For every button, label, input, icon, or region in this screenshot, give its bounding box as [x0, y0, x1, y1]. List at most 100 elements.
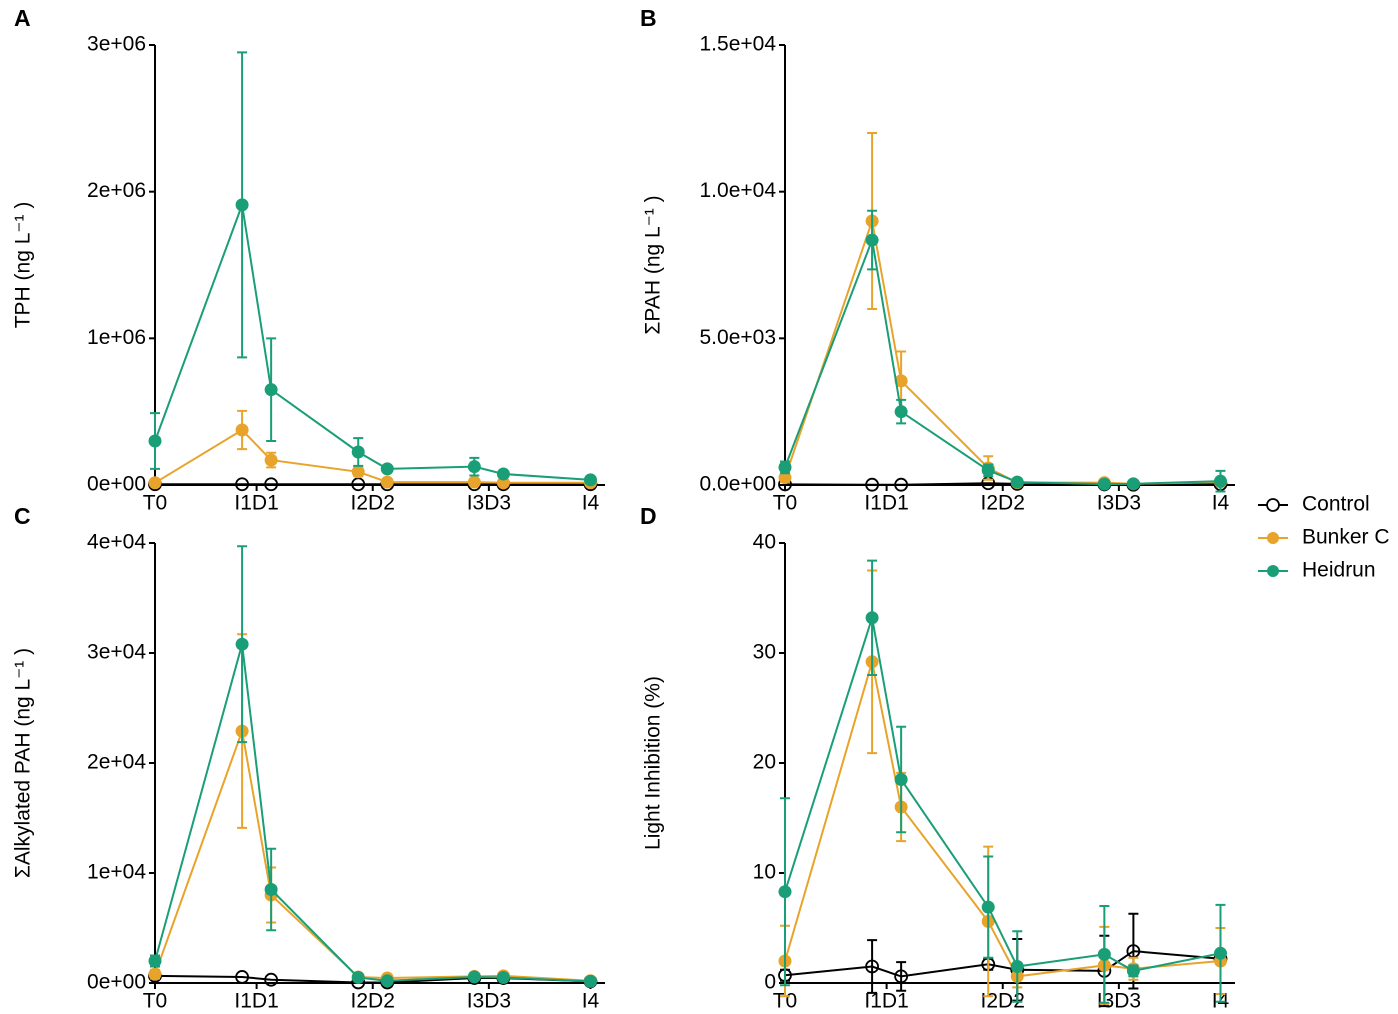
y-axis-title: TPH (ng L⁻¹ ): [12, 202, 35, 329]
x-tick-label: I1D1: [864, 990, 908, 1013]
legend: Control Bunker C Heidrun: [1258, 493, 1390, 582]
panel-letter: C: [14, 503, 31, 529]
data-point: [235, 637, 249, 651]
x-tick-label: I4: [582, 990, 600, 1013]
data-point: [264, 453, 278, 467]
x-tick-label: I1D1: [234, 492, 278, 515]
data-point: [351, 465, 365, 479]
legend-label: Bunker C: [1302, 526, 1390, 549]
y-tick-label: 0e+00: [87, 473, 146, 496]
y-tick-label: 10: [753, 861, 776, 884]
data-point: [894, 405, 908, 419]
data-point: [894, 969, 909, 984]
x-tick-label: I3D3: [467, 492, 511, 515]
x-tick-label: I3D3: [1097, 990, 1141, 1013]
x-tick-label: I1D1: [864, 492, 908, 515]
series-line: [154, 643, 591, 983]
data-point: [981, 900, 995, 914]
data-point: [894, 477, 909, 492]
x-tick-label: I2D2: [981, 492, 1025, 515]
data-point: [865, 611, 879, 625]
series-line: [154, 727, 591, 982]
panel: A TPH (ng L⁻¹ ) 0e+00 1e+06 2e+06 3e+06 T0 I1D1…: [12, 5, 605, 515]
y-tick-label: 2e+04: [87, 751, 146, 774]
data-point: [981, 463, 995, 477]
data-point: [1010, 475, 1024, 489]
x-tick-label: I3D3: [467, 990, 511, 1013]
y-tick-label: 5.0e+03: [700, 326, 777, 349]
x-tick-label: I1D1: [234, 990, 278, 1013]
data-point: [496, 467, 510, 481]
legend-label: Control: [1302, 493, 1370, 516]
data-point: [1126, 477, 1140, 491]
data-point: [583, 974, 597, 988]
legend-marker: [1266, 498, 1280, 512]
data-point: [1010, 960, 1024, 973]
data-point: [1126, 964, 1140, 978]
x-tick-label: I2D2: [351, 990, 395, 1013]
y-tick-label: 0e+00: [87, 971, 146, 994]
x-tick-label: T0: [143, 492, 168, 515]
x-tick-label: I4: [582, 492, 600, 515]
data-point: [467, 970, 481, 984]
data-point: [264, 383, 278, 397]
data-point: [778, 885, 792, 899]
error-bar: [896, 961, 907, 992]
y-tick-label: 3e+04: [87, 641, 146, 664]
y-tick-label: 2e+06: [87, 179, 146, 202]
data-point: [351, 445, 365, 459]
data-point: [380, 462, 394, 476]
series-line: [154, 200, 591, 481]
legend-marker: [1267, 532, 1279, 544]
data-point: [380, 974, 394, 988]
y-axis-title: ΣPAH (ng L⁻¹ ): [642, 195, 665, 334]
data-point: [496, 971, 510, 984]
data-point: [865, 233, 879, 247]
series-line: [784, 950, 1221, 978]
data-point: [148, 434, 162, 448]
data-point: [148, 954, 162, 968]
y-tick-label: 30: [753, 641, 776, 664]
data-point: [1213, 946, 1227, 960]
y-tick-label: 4e+04: [87, 531, 146, 554]
panel-letter: D: [640, 503, 657, 529]
data-point: [351, 971, 365, 984]
series-line: [784, 661, 1221, 978]
panel-letter: A: [14, 5, 31, 31]
data-point: [235, 477, 249, 492]
y-axis-title: ΣAlkylated PAH (ng L⁻¹ ): [12, 648, 35, 878]
data-point: [235, 970, 249, 984]
data-point: [1213, 474, 1227, 488]
x-tick-label: I3D3: [1097, 492, 1141, 515]
data-point: [1097, 477, 1111, 491]
data-point: [894, 773, 908, 786]
x-tick-label: T0: [773, 492, 798, 515]
y-tick-label: 3e+06: [87, 33, 146, 56]
data-point: [865, 959, 879, 974]
panel: C ΣAlkylated PAH (ng L⁻¹ ) 0e+00 1e+04 2e+04…: [12, 503, 605, 1013]
data-point: [264, 477, 279, 492]
error-bar: [867, 939, 878, 994]
legend-marker: [1267, 565, 1279, 577]
y-tick-label: 1e+04: [87, 861, 146, 884]
x-tick-label: T0: [773, 990, 798, 1013]
y-tick-label: 1.5e+04: [700, 33, 777, 56]
data-point: [894, 374, 908, 388]
data-point: [148, 967, 162, 981]
data-point: [264, 972, 279, 987]
data-point: [148, 476, 162, 490]
data-point: [778, 471, 792, 485]
y-tick-label: 20: [753, 751, 776, 774]
data-point: [235, 423, 249, 437]
y-tick-label: 40: [753, 531, 776, 554]
data-point: [583, 473, 597, 487]
data-point: [467, 475, 481, 489]
y-tick-label: 0: [764, 971, 776, 994]
panel: B ΣPAH (ng L⁻¹ ) 0.0e+00 5.0e+03 1.0e+04 1.5e…: [640, 5, 1235, 515]
data-point: [467, 460, 481, 474]
y-tick-label: 1.0e+04: [700, 179, 777, 202]
data-point: [1097, 947, 1111, 961]
data-point: [380, 475, 394, 489]
